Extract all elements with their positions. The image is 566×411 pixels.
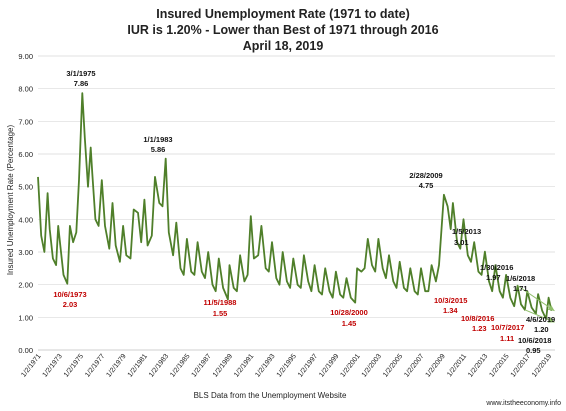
annotation-date: 4/6/2019: [526, 315, 555, 324]
trend-arrowhead: [547, 317, 555, 323]
annotation-date: 3/1/1975: [66, 69, 95, 78]
annotation-value: 1.71: [513, 284, 528, 293]
annotation-date: 10/3/2015: [434, 296, 467, 305]
annotation-date: 1/5/2013: [452, 227, 481, 236]
source-url: www.itstheeconomy.info: [485, 400, 561, 407]
y-tick-label: 8.00: [18, 85, 33, 94]
chart-subtitle: IUR is 1.20% - Lower than Best of 1971 t…: [127, 23, 438, 37]
annotation-value: 1.55: [213, 309, 228, 318]
y-tick-label: 6.00: [18, 150, 33, 159]
annotation-value: 7.86: [74, 79, 89, 88]
annotation-value: 1.11: [500, 334, 514, 343]
y-tick-label: 0.00: [18, 346, 33, 355]
annotation-value: 1.20: [534, 325, 549, 334]
y-tick-label: 5.00: [18, 183, 33, 192]
trend-line: [517, 285, 555, 312]
series-line: [37, 92, 553, 320]
annotation-value: 1.45: [342, 319, 357, 328]
y-tick-label: 3.00: [18, 248, 33, 257]
annotations: 3/1/1975 7.86 1/1/1983 5.86 2/28/2009 4.…: [53, 69, 555, 355]
annotation-date: 11/5/1988: [204, 298, 237, 307]
annotation-date: 2/28/2009: [409, 171, 442, 180]
trend-lines: [517, 285, 555, 323]
y-tick-label: 1.00: [18, 313, 33, 322]
y-tick-label: 9.00: [18, 52, 33, 61]
annotation-date: 1/6/2018: [506, 274, 535, 283]
annotation-date: 10/6/2018: [518, 336, 551, 345]
annotation-value: 1.23: [472, 324, 487, 333]
gridlines: [38, 55, 555, 318]
annotation-date: 10/7/2017: [491, 323, 524, 332]
annotation-value: 1.97: [486, 273, 501, 282]
annotation-date: 10/28/2000: [330, 308, 368, 317]
y-tick-label: 2.00: [18, 281, 33, 290]
chart-title: Insured Unemployment Rate (1971 to date): [156, 7, 410, 21]
y-tick-label: 7.00: [18, 117, 33, 126]
series-layer: [37, 92, 553, 320]
annotation-value: 2.03: [63, 300, 78, 309]
annotation-date: 10/8/2016: [461, 314, 494, 323]
y-axis-label: Insured Unemployment Rate (Percentage): [6, 125, 15, 276]
y-tick-label: 4.00: [18, 215, 33, 224]
annotation-date: 1/1/1983: [143, 135, 172, 144]
annotation-value: 4.75: [419, 181, 434, 190]
trend-arrowhead: [547, 304, 555, 311]
annotation-value: 1.34: [443, 306, 458, 315]
annotation-value: 0.95: [526, 346, 541, 355]
annotation-date: 10/6/1973: [53, 290, 86, 299]
annotation-value: 3.01: [454, 238, 469, 247]
chart-date: April 18, 2019: [243, 39, 324, 53]
x-axis-label: BLS Data from the Unemployment Website: [194, 391, 347, 400]
y-axis-ticks: 0.00 1.00 2.00 3.00 4.00 5.00 6.00 7.00 8.00 9.00: [18, 52, 33, 355]
annotation-value: 5.86: [151, 145, 166, 154]
annotation-date: 1/30/2016: [480, 263, 513, 272]
